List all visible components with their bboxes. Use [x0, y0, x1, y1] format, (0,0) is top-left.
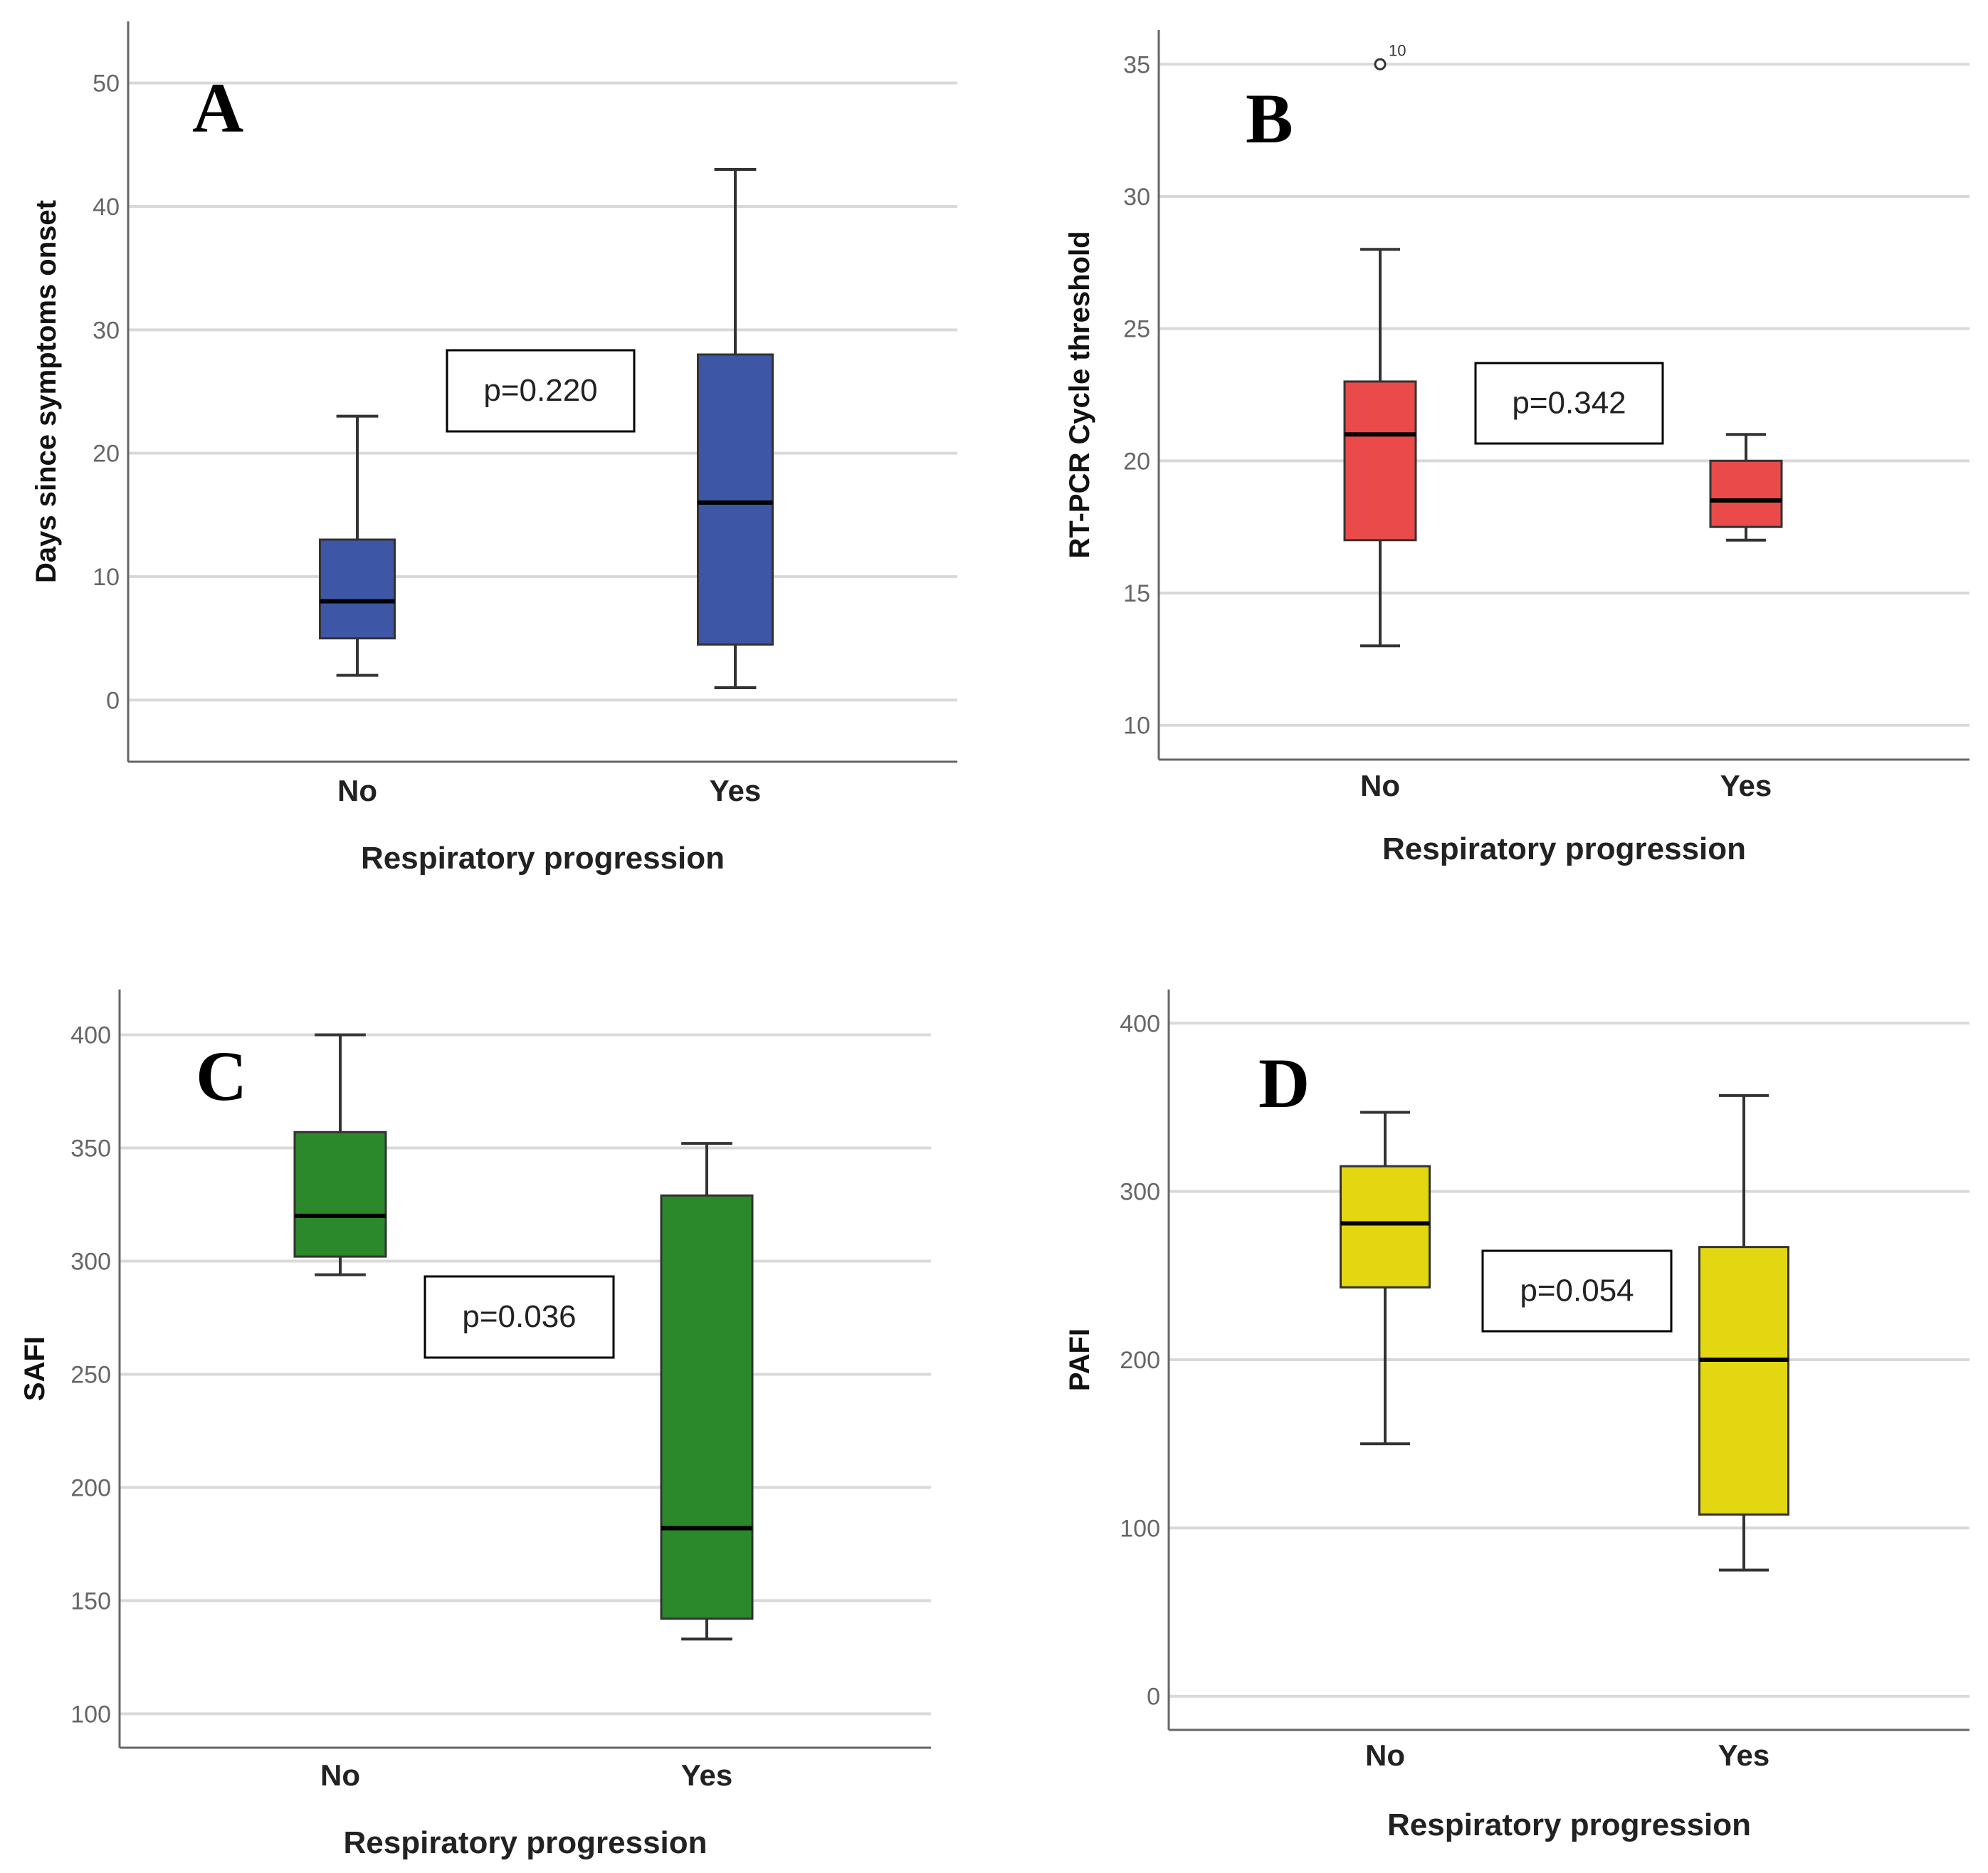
x-tick-label: No	[1360, 769, 1400, 802]
box-yes	[660, 1142, 754, 1641]
y-tick-label: 200	[70, 1474, 111, 1501]
p-value-text: p=0.054	[1520, 1274, 1634, 1308]
x-tick-label: Yes	[1720, 769, 1772, 802]
p-value-text: p=0.036	[462, 1299, 576, 1334]
x-axis-label: Respiratory progression	[1387, 1808, 1751, 1842]
outlier-point	[1374, 58, 1387, 70]
y-tick-label: 100	[1120, 1515, 1160, 1542]
y-tick-label: 0	[1147, 1684, 1160, 1711]
y-tick-label: 200	[1120, 1347, 1160, 1374]
x-tick-label: No	[337, 774, 377, 807]
iqr-box	[697, 353, 774, 646]
x-axis-label: Respiratory progression	[343, 1825, 707, 1860]
y-tick-label: 300	[1120, 1179, 1160, 1206]
y-tick-label: 400	[70, 1022, 111, 1049]
y-tick-label: 20	[1123, 448, 1150, 475]
y-tick-label: 100	[70, 1701, 111, 1728]
y-tick-label: 350	[70, 1135, 111, 1163]
y-axis-label: PAFI	[1064, 1328, 1095, 1391]
y-axis-label: Days since symptoms onset	[31, 200, 62, 583]
box-yes	[697, 168, 774, 689]
y-tick-label: 20	[93, 441, 120, 468]
panel-c: 100 150 200 250 300 350 400 No Yes Respiratory pr…	[19, 990, 931, 1860]
panel-letter: C	[196, 1037, 247, 1116]
box-no	[293, 1033, 387, 1276]
iqr-box	[1343, 380, 1417, 542]
x-axis-label: Respiratory progression	[361, 841, 725, 876]
box-yes	[1709, 433, 1783, 542]
iqr-box	[1709, 459, 1783, 528]
y-tick-label: 0	[106, 687, 120, 714]
box-no	[319, 414, 396, 677]
y-axis-label: SAFI	[19, 1336, 51, 1401]
iqr-box	[1698, 1246, 1789, 1516]
y-tick-label: 10	[93, 564, 120, 591]
y-tick-label: 250	[70, 1361, 111, 1388]
y-tick-label: 25	[1123, 316, 1150, 343]
box-no	[1340, 1111, 1431, 1446]
y-tick-label: 40	[93, 194, 120, 221]
y-tick-label: 300	[70, 1248, 111, 1275]
x-tick-label: Yes	[681, 1758, 732, 1792]
y-tick-label: 150	[70, 1588, 111, 1615]
outlier-label: 10	[1389, 41, 1406, 59]
panel-a: 0 10 20 30 40 50 No Yes Respiratory progression D…	[31, 21, 957, 876]
p-value-box	[446, 349, 636, 433]
panel-letter: A	[192, 68, 243, 147]
iqr-box	[660, 1194, 754, 1620]
panel-b: 10 15 20 25 30 35 No Yes 10 Respiratory progressi…	[1064, 30, 1969, 866]
panel-letter: B	[1246, 79, 1293, 158]
y-tick-label: 30	[93, 317, 120, 344]
box-yes	[1698, 1093, 1789, 1572]
p-value-box	[1474, 362, 1664, 445]
x-tick-label: Yes	[1718, 1738, 1769, 1772]
iqr-box	[319, 538, 396, 640]
x-tick-label: No	[320, 1758, 360, 1792]
y-tick-label: 400	[1120, 1010, 1160, 1037]
y-tick-label: 15	[1123, 580, 1150, 607]
iqr-box	[1340, 1165, 1431, 1289]
iqr-box	[293, 1130, 387, 1258]
p-value-box	[424, 1275, 615, 1359]
p-value-text: p=0.342	[1512, 386, 1626, 421]
p-value-box	[1481, 1249, 1673, 1333]
y-tick-label: 10	[1123, 713, 1150, 740]
x-axis-label: Respiratory progression	[1382, 831, 1746, 866]
p-value-text: p=0.220	[483, 373, 597, 408]
x-tick-label: Yes	[710, 774, 761, 807]
y-axis-label: RT-PCR Cycle threshold	[1064, 231, 1095, 558]
y-tick-label: 35	[1123, 51, 1150, 78]
panel-letter: D	[1258, 1044, 1310, 1123]
panel-d: 0 100 200 300 400 No Yes Respiratory progressio…	[1064, 990, 1969, 1842]
y-tick-label: 30	[1123, 184, 1150, 211]
box-no	[1343, 248, 1417, 648]
x-tick-label: No	[1365, 1738, 1405, 1772]
y-tick-label: 50	[93, 70, 120, 98]
